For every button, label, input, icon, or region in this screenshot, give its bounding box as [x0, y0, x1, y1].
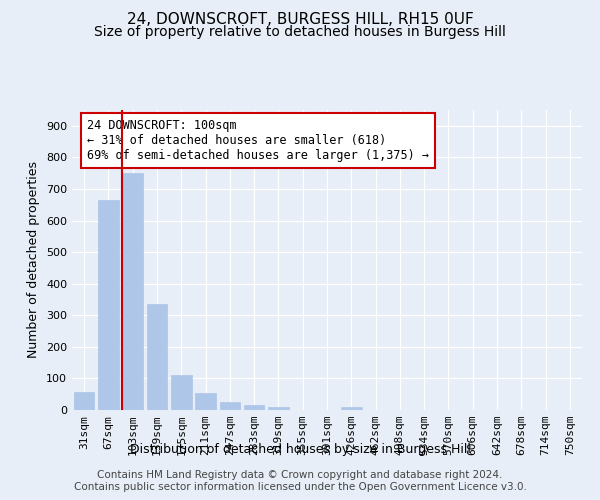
- Bar: [146, 304, 167, 410]
- Text: Contains HM Land Registry data © Crown copyright and database right 2024.: Contains HM Land Registry data © Crown c…: [97, 470, 503, 480]
- Bar: [98, 200, 119, 410]
- Y-axis label: Number of detached properties: Number of detached properties: [28, 162, 40, 358]
- Bar: [122, 173, 143, 410]
- Text: 24 DOWNSCROFT: 100sqm
← 31% of detached houses are smaller (618)
69% of semi-det: 24 DOWNSCROFT: 100sqm ← 31% of detached …: [88, 119, 430, 162]
- Text: Distribution of detached houses by size in Burgess Hill: Distribution of detached houses by size …: [130, 442, 470, 456]
- Bar: [244, 406, 265, 410]
- Bar: [220, 402, 240, 410]
- Text: Size of property relative to detached houses in Burgess Hill: Size of property relative to detached ho…: [94, 25, 506, 39]
- Bar: [171, 376, 191, 410]
- Bar: [268, 407, 289, 410]
- Bar: [195, 392, 216, 410]
- Text: Contains public sector information licensed under the Open Government Licence v3: Contains public sector information licen…: [74, 482, 526, 492]
- Bar: [74, 392, 94, 410]
- Text: 24, DOWNSCROFT, BURGESS HILL, RH15 0UF: 24, DOWNSCROFT, BURGESS HILL, RH15 0UF: [127, 12, 473, 28]
- Bar: [341, 407, 362, 410]
